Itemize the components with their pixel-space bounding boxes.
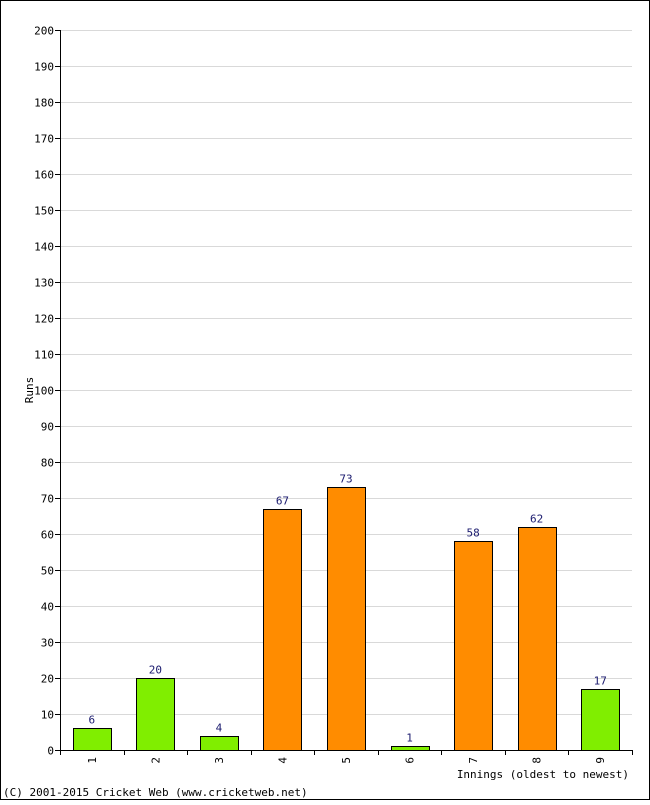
tick-labels: 0102030405060708090100110120130140150160…	[34, 25, 607, 764]
bar-value-label: 4	[216, 722, 223, 735]
x-tick-label: 5	[340, 757, 353, 764]
x-axis-title: Innings (oldest to newest)	[457, 768, 629, 781]
y-tick-label: 90	[41, 421, 54, 434]
bar-innings-8	[518, 527, 557, 751]
bar-innings-6	[391, 746, 430, 751]
x-tick-label: 7	[467, 757, 480, 764]
bar-innings-7	[454, 541, 493, 751]
bar-innings-9	[581, 689, 620, 751]
bar-innings-1	[73, 728, 112, 751]
bar-value-label: 17	[594, 675, 607, 688]
y-tick-label: 30	[41, 637, 54, 650]
x-tick-label: 9	[594, 757, 607, 764]
bar-innings-5	[327, 487, 366, 751]
x-tick-label: 1	[86, 757, 99, 764]
y-tick-label: 180	[34, 97, 54, 110]
y-tick-label: 0	[47, 745, 54, 758]
y-tick-label: 80	[41, 457, 54, 470]
x-tick-label: 8	[531, 757, 544, 764]
axes	[55, 30, 633, 755]
bar-value-label: 62	[530, 513, 543, 526]
y-tick-label: 150	[34, 205, 54, 218]
x-tick-label: 4	[276, 757, 289, 764]
y-tick-label: 10	[41, 709, 54, 722]
bar-innings-4	[263, 509, 302, 751]
y-tick-label: 200	[34, 25, 54, 38]
y-tick-label: 110	[34, 349, 54, 362]
x-tick-label: 2	[149, 757, 162, 764]
y-tick-label: 170	[34, 133, 54, 146]
bar-value-label: 6	[88, 714, 95, 727]
y-tick-label: 160	[34, 169, 54, 182]
y-tick-label: 140	[34, 241, 54, 254]
bar-value-label: 20	[149, 664, 162, 677]
x-tick-label: 3	[213, 757, 226, 764]
y-tick-label: 20	[41, 673, 54, 686]
y-axis-title: Runs	[23, 377, 36, 404]
bar-innings-3	[200, 736, 239, 751]
bar-value-label: 1	[406, 732, 413, 745]
y-tick-label: 190	[34, 61, 54, 74]
y-tick-label: 130	[34, 277, 54, 290]
y-tick-label: 100	[34, 385, 54, 398]
copyright-text: (C) 2001-2015 Cricket Web (www.cricketwe…	[3, 786, 308, 799]
bar-value-label: 67	[276, 495, 289, 508]
y-tick-label: 70	[41, 493, 54, 506]
y-tick-label: 60	[41, 529, 54, 542]
bar-value-label: 73	[339, 473, 352, 486]
y-tick-label: 40	[41, 601, 54, 614]
y-tick-label: 50	[41, 565, 54, 578]
bar-value-label: 58	[466, 527, 479, 540]
y-tick-label: 120	[34, 313, 54, 326]
bar-innings-2	[136, 678, 175, 751]
x-tick-label: 6	[404, 757, 417, 764]
